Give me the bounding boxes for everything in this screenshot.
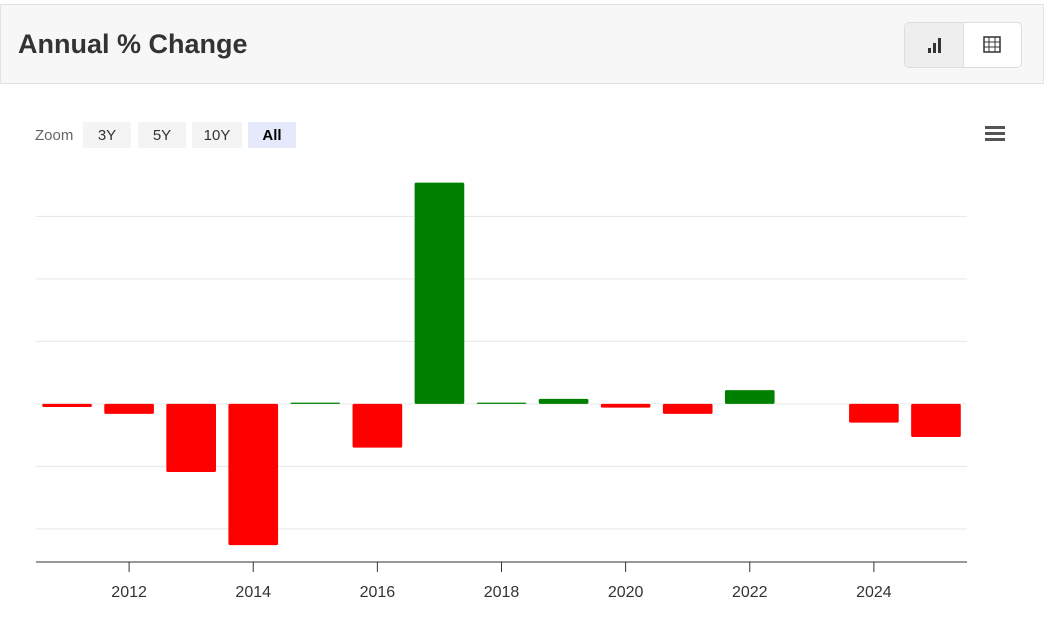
zoom-button[interactable] <box>192 122 242 148</box>
x-tick-label: 2024 <box>856 584 892 601</box>
x-tick-label: 2018 <box>484 584 520 601</box>
bar <box>724 390 775 404</box>
bar <box>352 403 403 448</box>
x-tick-label: 2016 <box>360 584 396 601</box>
header: Annual % Change <box>0 4 1044 84</box>
view-toggle <box>904 22 1022 68</box>
table-view-button[interactable] <box>963 23 1021 67</box>
x-tick-label: 2012 <box>111 584 147 601</box>
bar <box>662 403 713 414</box>
bar <box>414 182 465 404</box>
zoom-button-label: 5Y <box>153 127 171 144</box>
zoom-button[interactable] <box>83 122 131 148</box>
zoom-button-label: 3Y <box>98 127 116 144</box>
chart-title: Annual % Change <box>18 29 248 59</box>
bar <box>476 402 527 404</box>
x-tick-label: 2022 <box>732 584 768 601</box>
bar <box>104 403 154 414</box>
bar <box>600 403 651 408</box>
chart-view-button[interactable] <box>905 23 964 67</box>
menu-icon[interactable] <box>985 126 1005 141</box>
bar <box>42 403 92 407</box>
zoom-button-label: 10Y <box>204 127 231 144</box>
x-tick-label: 2020 <box>608 584 644 601</box>
bar <box>911 403 961 437</box>
bar <box>290 402 341 404</box>
table-icon <box>983 36 1001 53</box>
zoom-button[interactable] <box>248 122 296 148</box>
zoom-label: Zoom <box>35 127 73 144</box>
bar <box>538 398 589 404</box>
x-tick-label: 2014 <box>235 584 271 601</box>
bar <box>166 403 216 472</box>
bar <box>228 403 279 546</box>
zoom-button[interactable] <box>138 122 186 148</box>
zoom-button-label: All <box>262 127 281 144</box>
bar <box>849 403 899 423</box>
bar-icon <box>928 38 941 53</box>
